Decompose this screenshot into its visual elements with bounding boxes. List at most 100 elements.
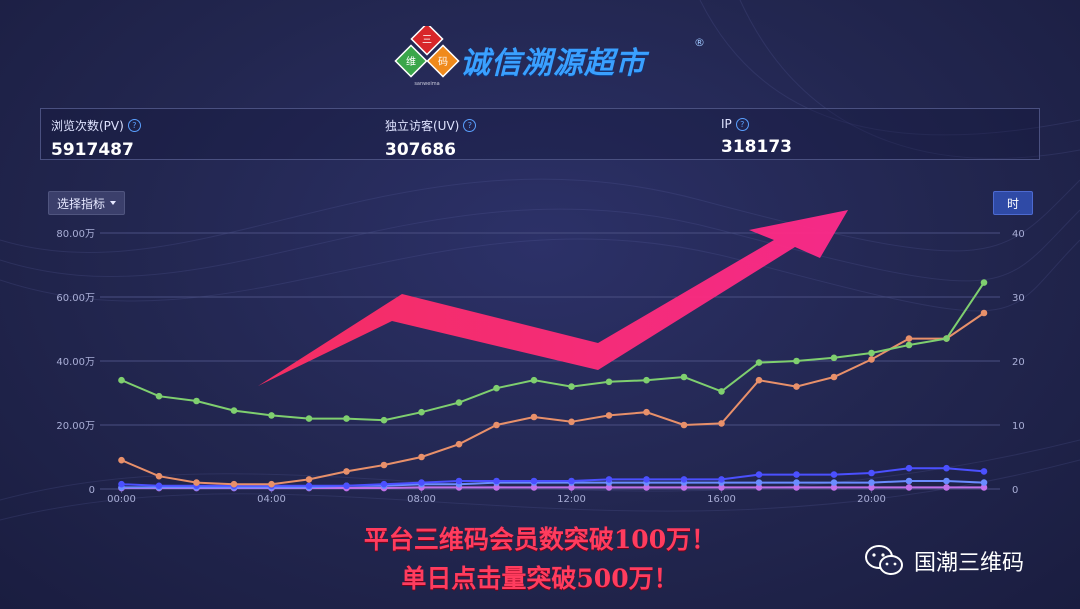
series-point — [980, 309, 988, 317]
series-point — [680, 476, 688, 483]
y-left-tick-label: 20.00万 — [56, 421, 95, 432]
stat-uv-value: 307686 — [385, 140, 456, 160]
series-point — [530, 484, 538, 491]
series-point — [493, 477, 500, 485]
series-point — [755, 484, 763, 491]
series-point — [980, 479, 988, 486]
series-point — [830, 354, 838, 362]
logo-char-3: 码 — [438, 56, 448, 68]
series-point — [980, 279, 988, 286]
series-point — [943, 477, 950, 485]
help-icon[interactable]: ? — [463, 119, 477, 132]
help-icon[interactable]: ? — [127, 119, 141, 132]
stat-pv-label: 浏览次数(PV) — [51, 119, 124, 133]
series-point — [193, 397, 200, 405]
series-point — [568, 383, 575, 390]
metric-select-label: 选择指标 — [57, 196, 106, 211]
metric-select[interactable]: 选择指标 — [48, 191, 126, 215]
series-point — [118, 376, 125, 384]
y-right-tick-label: 20 — [1012, 357, 1025, 368]
series-point — [193, 479, 200, 486]
series-point — [830, 479, 838, 486]
series-point — [868, 349, 875, 357]
series-point — [680, 484, 688, 491]
series-point — [905, 484, 913, 491]
series-point — [268, 412, 275, 419]
series-point — [568, 418, 575, 426]
series-point — [568, 484, 575, 491]
stat-ip-value: 318173 — [721, 137, 792, 157]
logo-char-2: 维 — [406, 55, 416, 68]
help-icon[interactable]: ? — [735, 117, 749, 131]
brand-logo: 三 维 码 sanweima — [394, 26, 460, 86]
stat-ip-label: IP — [721, 117, 732, 131]
series-point — [905, 335, 913, 342]
series-point — [718, 484, 725, 491]
series-point — [343, 468, 350, 475]
series-point — [568, 477, 575, 485]
y-right-tick-label: 40 — [1012, 229, 1025, 240]
series-point — [305, 476, 313, 483]
series-point — [230, 407, 238, 414]
logo-sub: sanweima — [414, 81, 439, 86]
series-point — [418, 408, 425, 416]
series-point — [830, 373, 838, 381]
series-point — [380, 461, 388, 469]
series-point — [868, 356, 875, 363]
series-point — [905, 464, 913, 472]
series-point — [230, 480, 238, 488]
series-point — [455, 399, 463, 406]
series-point — [118, 480, 125, 488]
series-point — [943, 464, 950, 472]
series-point — [418, 453, 425, 461]
series-point — [980, 468, 988, 475]
series-point — [530, 413, 538, 421]
series-point — [905, 341, 913, 349]
series-point — [605, 378, 613, 386]
growth-arrow-icon — [258, 210, 848, 386]
series-point — [755, 376, 763, 384]
x-tick-label: 00:00 — [107, 494, 136, 505]
y-right-tick-label: 30 — [1012, 293, 1025, 304]
y-left-tick-label: 0 — [89, 485, 95, 496]
series-point — [868, 469, 875, 477]
stats-panel: 浏览次数(PV) ? 5917487 独立访客(UV) ? 307686 IP … — [40, 108, 1040, 160]
series-point — [793, 383, 800, 390]
x-tick-label: 08:00 — [407, 494, 436, 505]
stat-uv-label: 独立访客(UV) — [385, 119, 460, 133]
series-point — [530, 376, 538, 384]
series-point — [305, 415, 313, 422]
series-point — [493, 384, 500, 392]
stat-pv-value: 5917487 — [51, 140, 134, 160]
y-right-tick-label: 10 — [1012, 421, 1025, 432]
series-point — [718, 420, 725, 427]
series-point — [605, 476, 613, 483]
series-point — [643, 376, 650, 384]
headline-line-2: 单日点击量突破500万！ — [401, 564, 679, 593]
hour-toggle-button[interactable]: 时 — [993, 191, 1033, 215]
series-point — [530, 477, 538, 485]
series-point — [718, 476, 725, 483]
wechat-icon — [865, 545, 903, 575]
series-point — [493, 484, 500, 491]
x-tick-label: 04:00 — [257, 494, 286, 505]
series-point — [980, 484, 988, 491]
series-point — [268, 480, 275, 488]
y-right-tick-label: 0 — [1012, 485, 1018, 496]
series-point — [343, 415, 350, 422]
series-point — [943, 335, 950, 342]
y-left-tick-label: 40.00万 — [56, 357, 95, 368]
wechat-account-name: 国潮三维码 — [914, 551, 1025, 576]
y-left-tick-label: 60.00万 — [56, 293, 95, 304]
series-point — [643, 484, 650, 491]
series-point — [718, 388, 725, 395]
x-tick-label: 16:00 — [707, 494, 736, 505]
series-line — [121, 312, 985, 486]
series-point — [793, 357, 800, 365]
stat-uv: 独立访客(UV) ? 307686 — [385, 117, 477, 160]
series-point — [380, 480, 388, 488]
series-point — [118, 456, 125, 464]
series-line — [121, 282, 985, 422]
series-point — [155, 472, 163, 480]
